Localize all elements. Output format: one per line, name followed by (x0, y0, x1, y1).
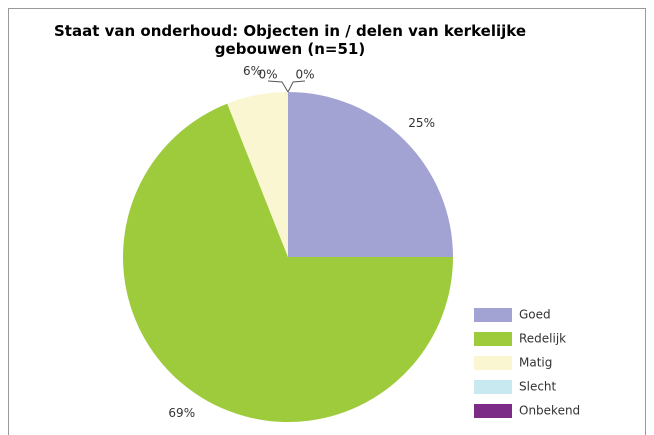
leader-line (267, 80, 289, 93)
data-label: 0% (258, 68, 277, 82)
pie-slice (227, 92, 288, 257)
legend-label: Matig (519, 356, 552, 370)
data-label: 69% (168, 406, 195, 420)
legend-swatch (474, 404, 512, 418)
chart-title: Staat van onderhoud: Objecten in / delen… (54, 22, 526, 58)
data-label: 6% (243, 64, 262, 78)
legend-swatch (474, 308, 512, 322)
pie-slice (288, 92, 453, 257)
pie-slice (122, 103, 453, 422)
legend-label: Slecht (519, 380, 557, 394)
legend-swatch (474, 380, 512, 394)
frame (8, 8, 646, 435)
legend-label: Redelijk (519, 332, 566, 346)
legend-label: Goed (519, 308, 551, 322)
legend-label: Onbekend (519, 404, 580, 418)
legend-swatch (474, 332, 512, 346)
leader-line (287, 80, 306, 93)
legend-swatch (474, 356, 512, 370)
data-label: 25% (408, 116, 435, 130)
data-label: 0% (295, 68, 314, 82)
